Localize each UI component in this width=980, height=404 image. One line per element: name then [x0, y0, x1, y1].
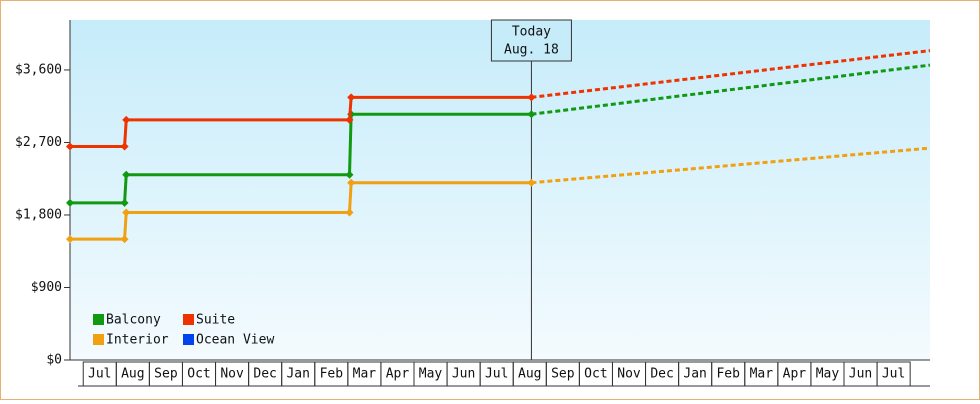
- price-point: [345, 115, 354, 124]
- x-tick-label: Oct: [187, 367, 210, 382]
- x-tick-label: Feb: [716, 367, 740, 382]
- x-tick-label: May: [816, 367, 840, 382]
- price-line: [70, 181, 532, 241]
- legend-swatch: [93, 314, 104, 325]
- plot-area: [70, 20, 930, 360]
- price-line: [70, 112, 532, 205]
- x-tick-label: Mar: [353, 367, 377, 382]
- x-tick-label: Oct: [584, 367, 607, 382]
- x-tick-label: Nov: [220, 367, 244, 382]
- x-tick-label: Nov: [617, 367, 641, 382]
- legend-label: Suite: [196, 313, 235, 328]
- today-label: Today: [512, 25, 551, 40]
- x-tick-label: Jul: [88, 367, 111, 382]
- price-point: [122, 170, 131, 179]
- x-tick-label: Aug: [518, 367, 541, 382]
- price-line: [70, 95, 532, 148]
- x-tick-label: Sep: [154, 367, 178, 382]
- price-point: [122, 115, 131, 124]
- y-tick-label: $2,700: [15, 135, 62, 150]
- y-tick-label: $900: [31, 280, 62, 295]
- legend-label: Balcony: [106, 313, 161, 328]
- x-tick-label: Sep: [551, 367, 575, 382]
- price-point: [120, 142, 129, 151]
- legend-swatch: [183, 314, 194, 325]
- y-tick-label: $1,800: [15, 207, 62, 222]
- price-point: [66, 198, 74, 207]
- price-point: [122, 208, 131, 217]
- x-tick-label: Apr: [783, 367, 807, 382]
- x-tick-label: May: [419, 367, 443, 382]
- x-tick-label: Jan: [286, 367, 309, 382]
- price-point: [120, 198, 129, 207]
- x-tick-label: Mar: [750, 367, 774, 382]
- forecast-line: [531, 63, 931, 116]
- x-tick-label: Dec: [650, 367, 673, 382]
- forecast-line: [531, 146, 931, 185]
- y-tick-label: $0: [46, 353, 62, 368]
- x-tick-label: Jun: [452, 367, 475, 382]
- x-tick-label: Jul: [485, 367, 508, 382]
- legend-label: Interior: [106, 333, 169, 348]
- today-box: [490, 19, 572, 62]
- legend-swatch: [93, 334, 104, 345]
- price-point: [120, 235, 129, 244]
- price-point: [345, 208, 354, 217]
- price-point: [347, 93, 356, 102]
- x-tick-label: Apr: [386, 367, 410, 382]
- forecast-line: [531, 49, 931, 99]
- x-tick-label: Aug: [121, 367, 144, 382]
- price-point: [347, 178, 356, 187]
- x-tick-label: Dec: [253, 367, 276, 382]
- today-label: Aug. 18: [504, 43, 559, 58]
- legend-swatch: [183, 334, 194, 345]
- legend-label: Ocean View: [196, 333, 274, 348]
- price-point: [345, 170, 354, 179]
- price-point: [66, 235, 74, 244]
- x-tick-label: Feb: [320, 367, 344, 382]
- y-tick-label: $3,600: [15, 62, 62, 77]
- x-tick-label: Jul: [882, 367, 905, 382]
- x-tick-label: Jan: [683, 367, 706, 382]
- x-tick-label: Jun: [849, 367, 872, 382]
- price-point: [66, 142, 74, 151]
